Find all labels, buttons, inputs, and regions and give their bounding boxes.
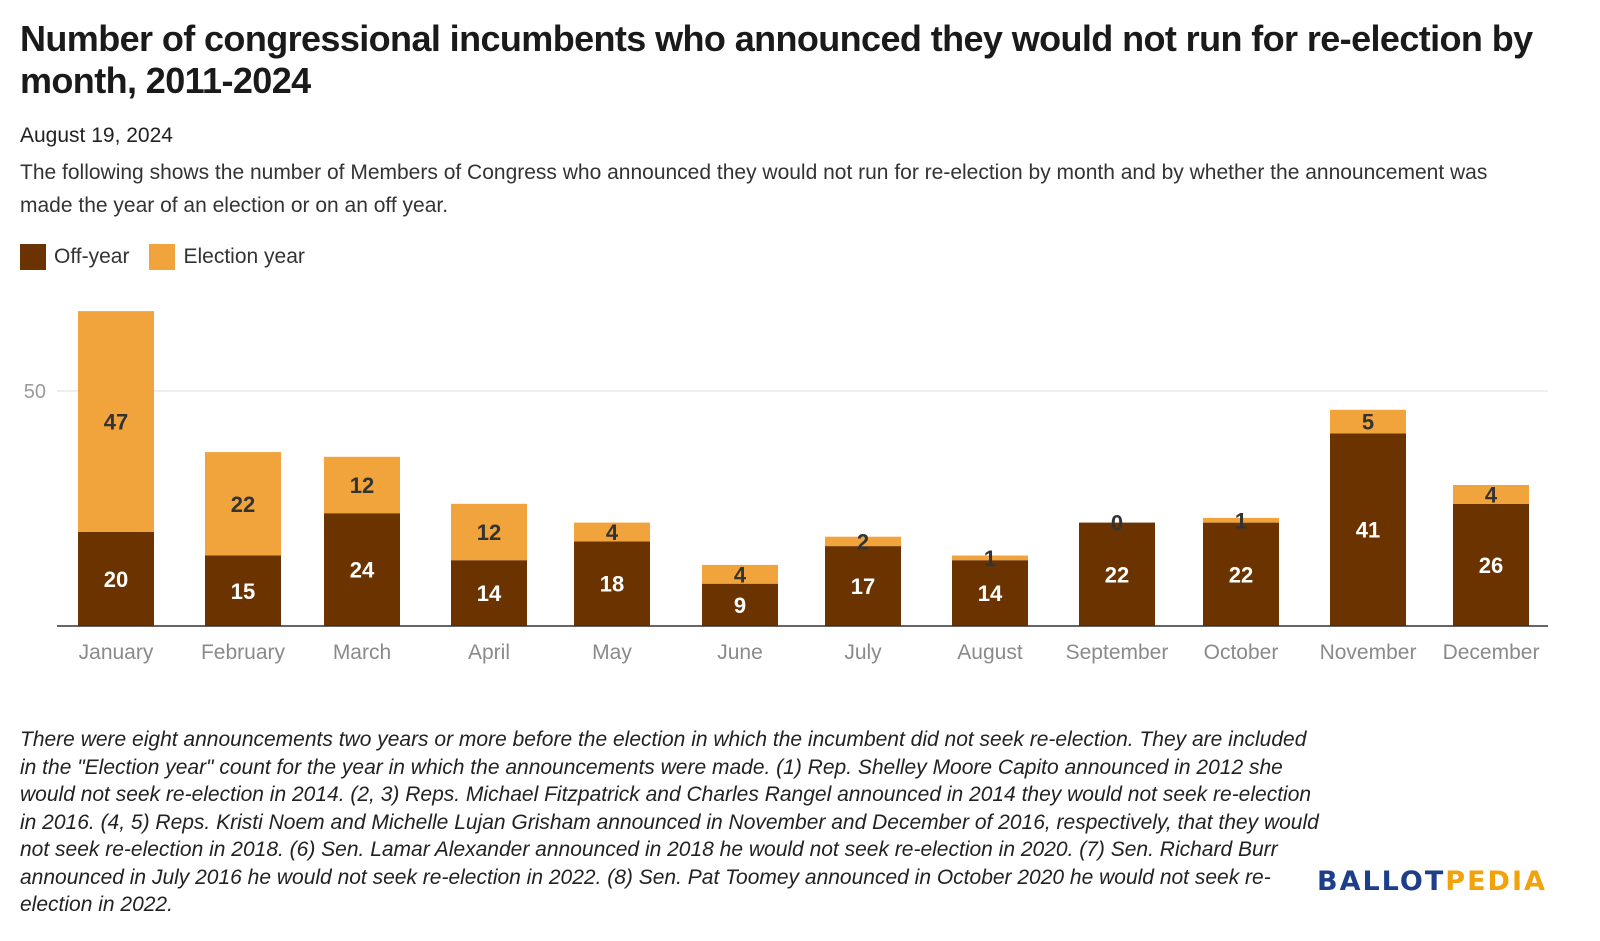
data-label-off-year-may: 18 bbox=[600, 572, 624, 597]
ballotpedia-logo: BALLOTPEDIA bbox=[1317, 866, 1547, 897]
data-label-off-year-november: 41 bbox=[1356, 518, 1380, 543]
legend: Off-year Election year bbox=[20, 244, 325, 270]
bar-off-year-august bbox=[952, 560, 1028, 626]
legend-item-election-year: Election year bbox=[149, 244, 305, 270]
data-label-off-year-september: 22 bbox=[1105, 562, 1129, 587]
data-label-election-year-september: 0 bbox=[1111, 511, 1123, 536]
data-label-election-year-july: 2 bbox=[857, 529, 869, 554]
bar-election-year-february bbox=[205, 452, 281, 556]
bar-election-year-may bbox=[574, 522, 650, 542]
bar-election-year-april bbox=[451, 503, 527, 561]
data-label-off-year-march: 24 bbox=[350, 558, 375, 583]
chart-subtitle: The following shows the number of Member… bbox=[20, 161, 1488, 217]
data-label-off-year-july: 17 bbox=[851, 574, 875, 599]
data-label-election-year-october: 1 bbox=[1235, 508, 1247, 533]
bar-off-year-june bbox=[702, 583, 778, 626]
bar-off-year-october bbox=[1203, 522, 1279, 626]
bar-election-year-november bbox=[1330, 409, 1406, 434]
bar-election-year-june bbox=[702, 564, 778, 584]
data-label-off-year-december: 26 bbox=[1479, 553, 1503, 578]
x-tick-label-september: September bbox=[1066, 641, 1169, 664]
x-tick-label-february: February bbox=[201, 641, 286, 664]
x-tick-label-december: December bbox=[1443, 641, 1540, 664]
x-tick-label-august: August bbox=[957, 641, 1023, 664]
legend-item-off-year: Off-year bbox=[20, 244, 129, 270]
bar-off-year-december bbox=[1453, 503, 1529, 626]
data-label-off-year-august: 14 bbox=[978, 581, 1003, 606]
bar-off-year-march bbox=[324, 513, 400, 626]
legend-label-off-year: Off-year bbox=[54, 245, 130, 268]
logo-part-ballot: BALLOT bbox=[1317, 866, 1446, 897]
data-label-off-year-june: 9 bbox=[734, 593, 746, 618]
bar-off-year-february bbox=[205, 555, 281, 626]
data-label-election-year-april: 12 bbox=[477, 520, 501, 545]
data-label-election-year-may: 4 bbox=[606, 520, 619, 545]
x-tick-label-june: June bbox=[717, 641, 763, 664]
data-label-off-year-february: 15 bbox=[231, 579, 255, 604]
chart-date: August 19, 2024 bbox=[20, 124, 173, 147]
bar-off-year-may bbox=[574, 541, 650, 626]
x-tick-label-march: March bbox=[333, 641, 391, 664]
x-tick-label-may: May bbox=[592, 641, 632, 664]
bar-election-year-july bbox=[825, 536, 901, 547]
x-tick-label-april: April bbox=[468, 641, 510, 664]
y-tick-label-50: 50 bbox=[24, 381, 46, 403]
data-label-election-year-december: 4 bbox=[1485, 482, 1498, 507]
bar-off-year-september bbox=[1079, 522, 1155, 626]
x-tick-label-january: January bbox=[79, 641, 154, 664]
data-label-off-year-january: 20 bbox=[104, 567, 128, 592]
data-label-off-year-april: 14 bbox=[477, 581, 502, 606]
legend-swatch-election-year bbox=[149, 244, 176, 270]
chart-title: Number of congressional incumbents who a… bbox=[20, 18, 1533, 101]
bar-election-year-march bbox=[324, 456, 400, 514]
bar-off-year-april bbox=[451, 560, 527, 626]
bar-off-year-november bbox=[1330, 433, 1406, 626]
data-label-election-year-february: 22 bbox=[231, 492, 255, 517]
legend-swatch-off-year bbox=[20, 244, 46, 270]
bar-election-year-october bbox=[1203, 517, 1279, 523]
bar-election-year-august bbox=[952, 555, 1028, 561]
footnote: There were eight announcements two years… bbox=[20, 728, 1319, 916]
bar-election-year-january bbox=[78, 311, 154, 532]
data-label-election-year-november: 5 bbox=[1362, 410, 1374, 435]
data-label-election-year-march: 12 bbox=[350, 473, 374, 498]
x-tick-label-july: July bbox=[844, 641, 882, 664]
stacked-bar-chart: 502047January1522February2412March1412Ap… bbox=[24, 311, 1548, 664]
x-tick-label-november: November bbox=[1320, 641, 1417, 664]
legend-label-election-year: Election year bbox=[183, 245, 305, 268]
bar-off-year-july bbox=[825, 546, 901, 626]
bar-off-year-january bbox=[78, 532, 154, 626]
bar-election-year-december bbox=[1453, 485, 1529, 504]
data-label-election-year-august: 1 bbox=[984, 546, 996, 571]
data-label-election-year-june: 4 bbox=[734, 562, 747, 587]
x-tick-label-october: October bbox=[1204, 641, 1279, 664]
data-label-off-year-october: 22 bbox=[1229, 562, 1253, 587]
logo-part-pedia: PEDIA bbox=[1445, 866, 1547, 897]
data-label-election-year-january: 47 bbox=[104, 410, 128, 435]
